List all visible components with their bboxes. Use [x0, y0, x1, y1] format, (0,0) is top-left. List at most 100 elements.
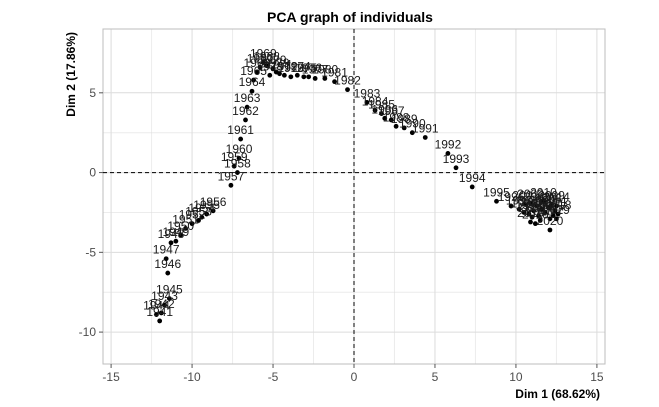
point-label: 2015 — [517, 206, 544, 220]
point-label: 1979 — [263, 56, 290, 70]
data-point — [294, 72, 300, 78]
point-label: 2013 — [527, 204, 554, 218]
point-label: 2003 — [524, 190, 551, 204]
point-label: 1964 — [239, 75, 266, 89]
data-point — [163, 256, 169, 262]
data-point — [168, 240, 174, 246]
x-tick-label: 15 — [590, 370, 604, 384]
data-point — [281, 72, 287, 78]
data-point — [235, 170, 240, 175]
data-point — [409, 130, 415, 136]
point-label: 1997 — [506, 193, 533, 207]
point-label: 2009 — [538, 188, 565, 202]
point-label: 2020 — [537, 214, 564, 228]
point-label: 1942 — [148, 297, 175, 311]
x-tick-label: 5 — [432, 370, 439, 384]
point-label: 2007 — [532, 196, 559, 210]
point-label: 1985 — [368, 98, 395, 112]
point-label: 1981 — [321, 66, 348, 80]
data-point — [401, 125, 407, 131]
data-point — [388, 117, 394, 123]
data-point — [162, 302, 167, 308]
point-label: 1999 — [516, 198, 543, 212]
point-label: 1980 — [312, 62, 339, 76]
data-point — [382, 115, 388, 121]
data-point — [249, 88, 255, 94]
data-point — [345, 87, 350, 93]
point-label: 1943 — [151, 289, 178, 303]
data-point — [542, 210, 548, 215]
point-label: 1969 — [250, 47, 277, 61]
y-tick-label: 0 — [89, 166, 96, 180]
x-tick-label: -5 — [268, 370, 279, 384]
data-point — [393, 123, 399, 129]
data-point — [536, 213, 542, 219]
point-label: 2016 — [522, 208, 549, 222]
point-label: 1974 — [284, 59, 311, 73]
point-label: 1984 — [362, 94, 389, 108]
data-point — [178, 232, 184, 238]
point-label: 1968 — [253, 50, 280, 64]
point-label: 1952 — [179, 208, 206, 222]
data-point — [534, 203, 540, 209]
point-label: 1958 — [224, 157, 251, 171]
point-label: 2005 — [519, 201, 546, 215]
data-point — [254, 69, 260, 75]
data-point — [166, 296, 172, 301]
point-label: 2010 — [530, 185, 557, 199]
point-label: 1986 — [371, 102, 398, 116]
y-tick-label: -5 — [85, 245, 96, 259]
point-label: 1963 — [234, 91, 261, 105]
data-point — [445, 151, 451, 156]
data-point — [554, 203, 559, 209]
x-tick-label: 0 — [351, 370, 358, 384]
point-label: 1948 — [158, 227, 185, 241]
data-point — [199, 214, 205, 220]
point-label: 1960 — [226, 142, 253, 156]
point-label: 1972 — [271, 59, 298, 73]
point-label: 1949 — [163, 225, 190, 239]
point-label: 2014 — [543, 190, 570, 204]
data-point — [508, 203, 514, 209]
point-label: 2018 — [545, 198, 572, 212]
data-point — [537, 218, 543, 223]
x-axis-title: Dim 1 (68.62%) — [515, 387, 600, 401]
point-label: 1988 — [383, 110, 410, 124]
data-point — [228, 182, 234, 188]
axis-ticks: -15 -10 -5 0 5 10 15 -10 -5 0 5 — [79, 86, 604, 384]
point-label: 1990 — [399, 117, 426, 131]
data-point — [273, 69, 279, 75]
data-point — [260, 60, 266, 65]
point-label: 2019 — [543, 203, 570, 217]
point-label: 1954 — [188, 201, 215, 215]
data-point — [552, 208, 558, 214]
data-point — [469, 184, 475, 190]
data-point — [494, 198, 499, 204]
point-label: 1976 — [295, 61, 322, 75]
data-point — [526, 211, 532, 217]
data-point — [545, 205, 551, 211]
data-point — [521, 210, 527, 215]
data-point — [243, 117, 248, 123]
data-point — [270, 66, 276, 72]
point-label: 1993 — [443, 152, 470, 166]
data-point — [189, 221, 195, 227]
data-point — [422, 135, 428, 140]
data-point — [516, 206, 522, 212]
point-label: 1989 — [391, 112, 418, 126]
data-point — [154, 312, 159, 317]
point-label: 1977 — [302, 62, 329, 76]
data-point — [554, 216, 559, 222]
point-label: 2004 — [528, 193, 555, 207]
point-label: 1959 — [221, 150, 248, 164]
data-point — [306, 74, 312, 80]
point-label: 1957 — [218, 169, 245, 183]
point-label: 1967 — [247, 51, 274, 65]
data-point — [231, 163, 237, 169]
point-label: 1975 — [290, 61, 317, 75]
chart-title: PCA graph of individuals — [267, 9, 433, 25]
data-point — [531, 208, 537, 214]
data-point — [301, 74, 307, 80]
point-label: 1944 — [143, 299, 170, 313]
